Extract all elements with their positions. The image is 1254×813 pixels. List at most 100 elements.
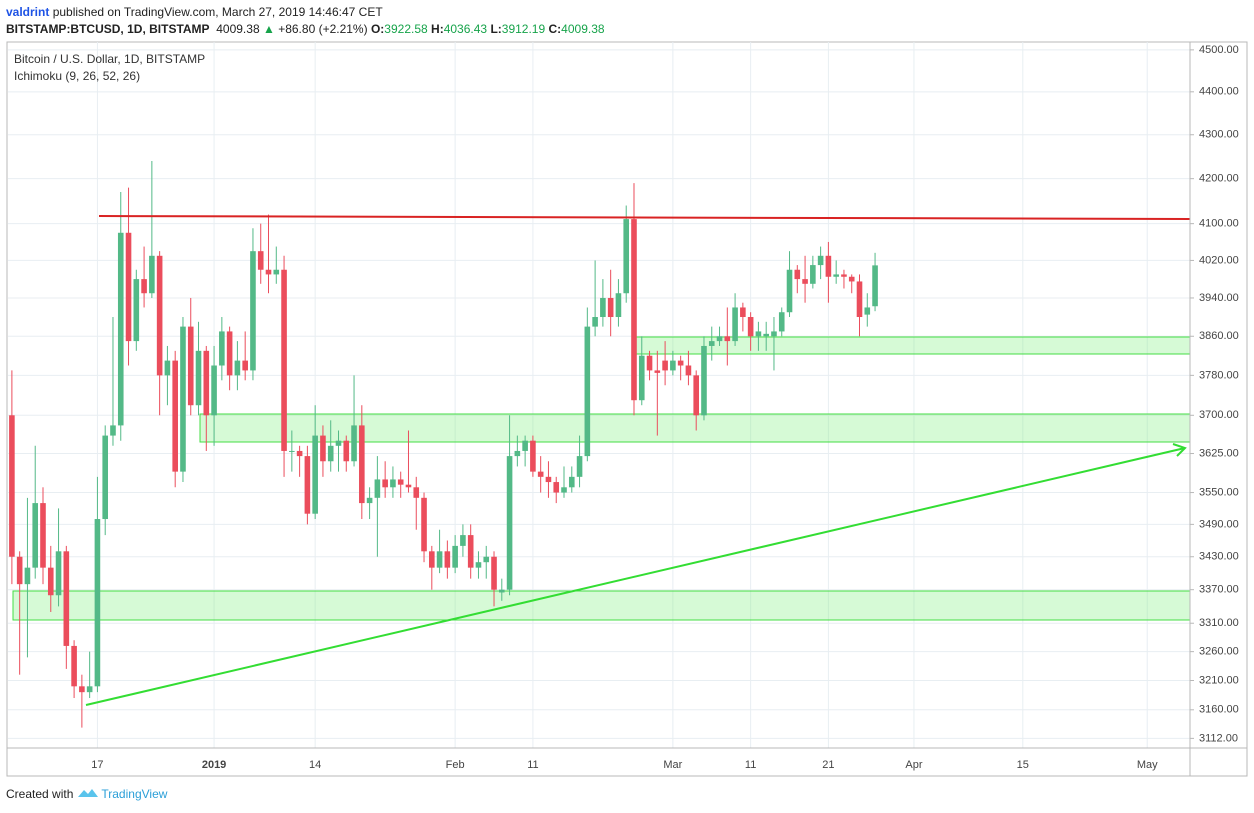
up-arrow: ▲	[262, 22, 275, 36]
support-zone	[12, 590, 1191, 621]
candle-body	[794, 269, 801, 280]
candle-body	[32, 503, 39, 568]
y-tick-label: 3112.00	[1199, 732, 1238, 744]
candle-body	[483, 556, 490, 563]
y-tick-label: 4020.00	[1199, 254, 1239, 266]
candle-body	[724, 336, 731, 342]
candle-body	[382, 479, 388, 488]
grid	[8, 42, 1190, 748]
candle-body	[561, 487, 567, 493]
candle-body	[71, 645, 77, 687]
ohlc-value: 3922.58	[384, 22, 428, 36]
candle-body	[117, 232, 124, 426]
brand: TradingView	[101, 787, 168, 801]
candles	[9, 160, 878, 728]
y-tick-label: 4100.00	[1199, 218, 1239, 230]
candle-body	[429, 551, 435, 568]
resistance-line	[98, 215, 1191, 220]
candle-body	[522, 440, 528, 451]
candle-body	[514, 450, 521, 457]
candle-body	[234, 360, 241, 376]
support-zone	[631, 336, 1191, 355]
candle-body	[172, 360, 178, 472]
candle-body	[810, 265, 816, 284]
candle-body	[289, 450, 295, 452]
candle-body	[16, 556, 23, 585]
candle-body	[670, 360, 676, 371]
candle-body	[607, 297, 614, 318]
candle-body	[242, 360, 248, 371]
ohlc-label: C:	[548, 22, 562, 36]
x-tick-label: Apr	[905, 759, 922, 771]
candle-body	[553, 482, 560, 493]
y-tick-label: 3550.00	[1199, 486, 1239, 498]
candle-body	[576, 456, 583, 477]
candle-body	[460, 535, 466, 546]
x-tick-label: Mar	[663, 759, 682, 771]
x-tick-label: 15	[1017, 759, 1029, 771]
logo	[78, 789, 99, 797]
candle-body	[226, 331, 233, 376]
y-tick-label: 3780.00	[1199, 369, 1239, 381]
candle-body	[211, 365, 217, 416]
candle-body	[444, 551, 451, 568]
candle-body	[506, 456, 513, 590]
y-tick-label: 3490.00	[1199, 518, 1239, 530]
y-tick-label: 3370.00	[1199, 584, 1239, 596]
trend-arrow	[85, 447, 1186, 706]
candle-body	[366, 497, 373, 504]
candle-body	[195, 350, 202, 406]
candle-body	[763, 333, 769, 337]
arrow-head	[1172, 443, 1187, 457]
published: published on TradingView.com, March 27, …	[52, 5, 383, 19]
candle-body	[47, 567, 54, 596]
candle-body	[94, 519, 101, 687]
x-tick-label: 11	[745, 759, 756, 771]
candle-body	[79, 686, 85, 693]
y-tick-label: 4500.00	[1199, 44, 1239, 56]
change: +86.80 (+2.21%)	[278, 22, 368, 36]
candle-body	[848, 276, 855, 282]
candle-body	[872, 265, 878, 307]
candle-body	[856, 281, 863, 318]
series-legend: Bitcoin / U.S. Dollar, 1D, BITSTAMP	[14, 52, 205, 66]
candle-body	[421, 497, 427, 552]
candle-body	[327, 445, 334, 462]
candle-body	[110, 425, 116, 436]
y-tick-label: 4300.00	[1199, 129, 1239, 141]
candle-body	[545, 476, 552, 483]
candle-body	[219, 331, 225, 366]
ohlc-label: L:	[490, 22, 502, 36]
candle-body	[638, 355, 645, 401]
chart-frame	[6, 41, 1248, 777]
candle-body	[498, 589, 505, 593]
candle-body	[265, 269, 272, 275]
y-tick-label: 3940.00	[1199, 292, 1239, 304]
header: valdrint published on TradingView.com, M…	[6, 4, 605, 38]
x-tick-label: May	[1137, 759, 1158, 771]
candle-body	[359, 425, 365, 504]
candle-body	[281, 269, 287, 451]
candle-body	[662, 360, 668, 371]
candle-body	[568, 476, 575, 488]
candle-body	[102, 435, 109, 520]
candle-body	[250, 251, 256, 371]
candle-body	[677, 360, 684, 366]
candle-body	[646, 355, 653, 371]
candle-body	[156, 255, 163, 376]
candle-body	[623, 219, 630, 294]
candle-body	[701, 345, 707, 416]
candle-body	[296, 450, 303, 457]
candle-body	[413, 487, 420, 498]
candle-body	[864, 307, 871, 315]
y-tick-label: 4400.00	[1199, 86, 1239, 98]
candle-body	[584, 326, 591, 457]
candle-body	[475, 562, 482, 568]
symbol: BITSTAMP:BTCUSD, 1D, BITSTAMP	[6, 22, 210, 36]
candle-body	[825, 255, 832, 277]
candle-body	[149, 255, 155, 294]
candle-body	[631, 219, 637, 401]
candle-body	[530, 440, 536, 472]
candle-body	[86, 686, 93, 693]
y-tick-label: 3260.00	[1199, 646, 1239, 658]
